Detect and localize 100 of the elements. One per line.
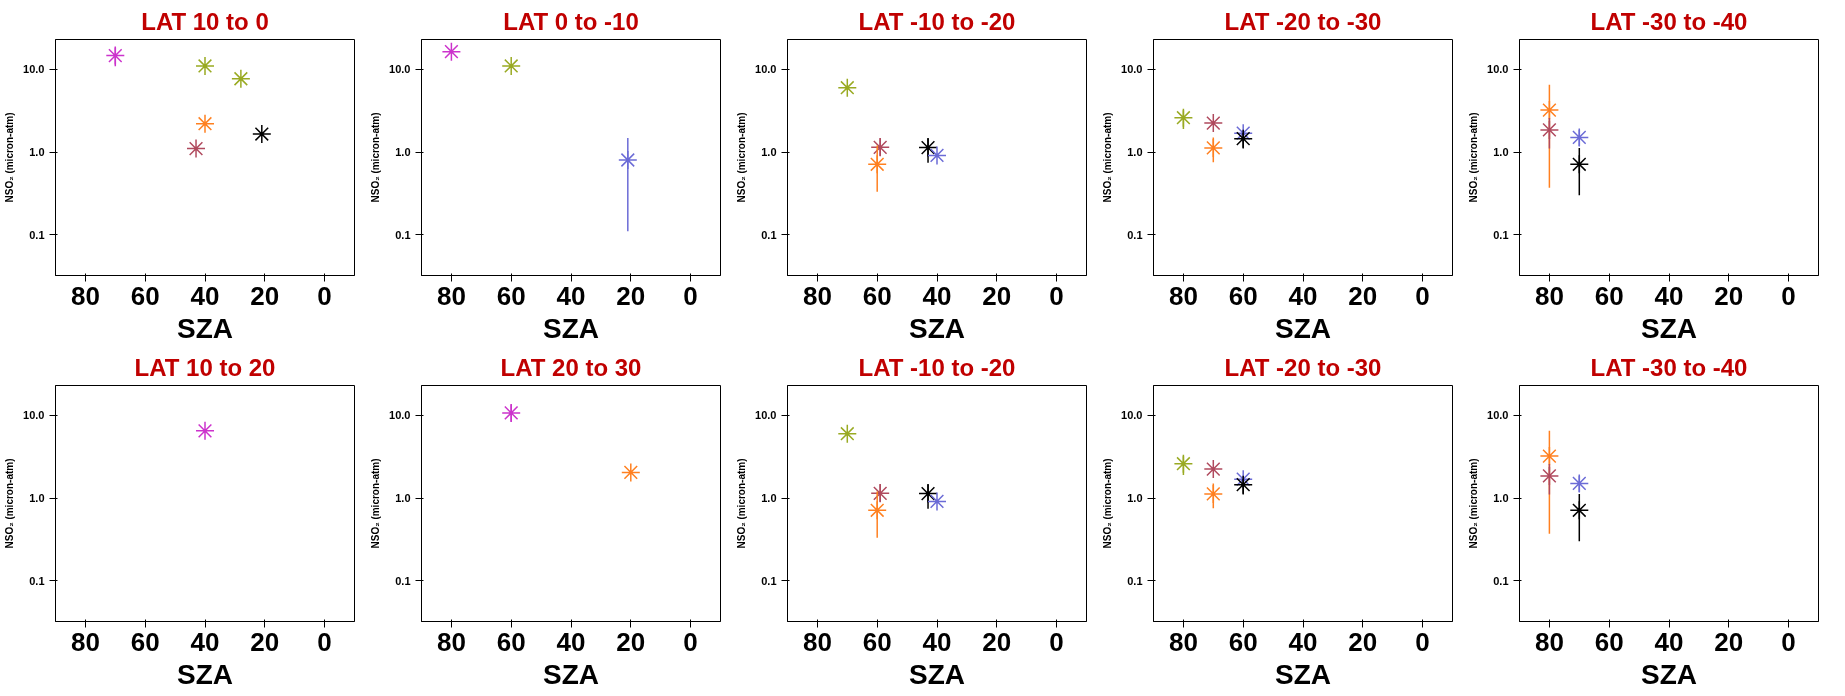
y-tick-label: 1.0	[761, 146, 777, 158]
y-tick-label: 1.0	[1127, 146, 1143, 158]
x-axis-title: SZA	[909, 658, 965, 690]
x-tick-label: 40	[556, 626, 586, 657]
y-axis-title: NSO₂ (micron-atm)	[4, 112, 16, 203]
x-tick-label: 60	[1594, 626, 1624, 657]
x-axis-title: SZA	[543, 658, 599, 690]
y-tick-label: 0.1	[395, 228, 411, 241]
y-tick-label: 0.1	[1493, 228, 1509, 241]
y-tick-label: 10.0	[755, 409, 777, 422]
x-tick-label: 80	[1534, 280, 1564, 311]
y-axis-title: NSO₂ (micron-atm)	[1102, 112, 1114, 203]
x-axis-title: SZA	[1275, 658, 1331, 690]
x-tick-label: 40	[1654, 626, 1684, 657]
y-tick-label: 0.1	[761, 574, 777, 587]
x-tick-label: 60	[496, 626, 526, 657]
y-tick-label: 10.0	[389, 409, 411, 422]
x-tick-label: 0	[317, 626, 332, 657]
y-axis-title: NSO₂ (micron-atm)	[736, 458, 748, 549]
y-tick-label: 0.1	[395, 574, 411, 587]
x-tick-label: 20	[616, 626, 646, 657]
y-tick-label: 10.0	[1487, 63, 1509, 76]
x-tick-label: 20	[982, 280, 1012, 311]
y-axis-title: NSO₂ (micron-atm)	[370, 112, 382, 203]
x-tick-label: 20	[1714, 626, 1744, 657]
y-tick-label: 10.0	[389, 63, 411, 76]
y-tick-label: 10.0	[1487, 409, 1509, 422]
y-axis-title: NSO₂ (micron-atm)	[736, 112, 748, 203]
x-tick-label: 40	[1288, 280, 1318, 311]
y-tick-label: 10.0	[23, 63, 45, 76]
x-tick-label: 40	[190, 280, 220, 311]
chart-title: LAT -30 to -40	[1590, 353, 1748, 381]
x-tick-label: 40	[1288, 626, 1318, 657]
x-axis-title: SZA	[177, 312, 233, 344]
x-axis-title: SZA	[1641, 658, 1697, 690]
x-tick-label: 0	[1415, 280, 1430, 311]
y-tick-label: 10.0	[1121, 409, 1143, 422]
y-tick-label: 10.0	[23, 409, 45, 422]
y-axis-title: NSO₂ (micron-atm)	[1468, 112, 1480, 203]
x-tick-label: 0	[1781, 280, 1796, 311]
y-axis-title: NSO₂ (micron-atm)	[1102, 458, 1114, 549]
x-tick-label: 40	[556, 280, 586, 311]
x-tick-label: 60	[862, 280, 892, 311]
y-tick-label: 0.1	[29, 228, 45, 241]
chart-title: LAT 20 to 30	[500, 353, 642, 381]
x-axis-title: SZA	[177, 658, 233, 690]
x-tick-label: 20	[1714, 280, 1744, 311]
x-tick-label: 60	[862, 626, 892, 657]
x-tick-label: 40	[922, 280, 952, 311]
x-tick-label: 0	[683, 626, 698, 657]
y-tick-label: 1.0	[395, 492, 411, 504]
x-tick-label: 80	[1168, 280, 1198, 311]
y-tick-label: 0.1	[1493, 574, 1509, 587]
y-tick-label: 1.0	[761, 492, 777, 504]
x-tick-label: 60	[130, 626, 160, 657]
x-axis-title: SZA	[909, 312, 965, 344]
chart-title: LAT 0 to -10	[503, 7, 639, 35]
x-tick-label: 40	[190, 626, 220, 657]
chart-title: LAT -20 to -30	[1224, 353, 1382, 381]
y-axis-title: NSO₂ (micron-atm)	[4, 458, 16, 549]
chart-title: LAT -10 to -20	[858, 7, 1016, 35]
x-tick-label: 0	[1049, 280, 1064, 311]
y-tick-label: 10.0	[1121, 63, 1143, 76]
x-tick-label: 40	[922, 626, 952, 657]
x-tick-label: 60	[1228, 626, 1258, 657]
y-tick-label: 0.1	[1127, 574, 1143, 587]
x-tick-label: 80	[436, 626, 466, 657]
x-tick-label: 0	[683, 280, 698, 311]
x-tick-label: 20	[616, 280, 646, 311]
x-axis-title: SZA	[543, 312, 599, 344]
x-tick-label: 60	[1228, 280, 1258, 311]
x-tick-label: 20	[1348, 280, 1378, 311]
chart-title: LAT -10 to -20	[858, 353, 1016, 381]
y-tick-label: 10.0	[755, 63, 777, 76]
x-tick-label: 0	[317, 280, 332, 311]
x-tick-label: 40	[1654, 280, 1684, 311]
y-tick-label: 1.0	[1493, 492, 1509, 504]
y-axis-title: NSO₂ (micron-atm)	[1468, 458, 1480, 549]
x-axis-title: SZA	[1275, 312, 1331, 344]
x-tick-label: 80	[70, 280, 100, 311]
x-tick-label: 20	[250, 280, 280, 311]
x-tick-label: 80	[802, 280, 832, 311]
y-tick-label: 1.0	[1493, 146, 1509, 158]
x-tick-label: 20	[1348, 626, 1378, 657]
chart-title: LAT 10 to 0	[141, 7, 269, 35]
y-tick-label: 0.1	[29, 574, 45, 587]
y-axis-title: NSO₂ (micron-atm)	[370, 458, 382, 549]
x-tick-label: 0	[1781, 626, 1796, 657]
chart-title: LAT -30 to -40	[1590, 7, 1748, 35]
y-tick-label: 0.1	[1127, 228, 1143, 241]
chart-title: LAT 10 to 20	[134, 353, 276, 381]
x-tick-label: 60	[130, 280, 160, 311]
x-tick-label: 80	[1168, 626, 1198, 657]
x-tick-label: 60	[496, 280, 526, 311]
x-tick-label: 0	[1415, 626, 1430, 657]
x-tick-label: 20	[982, 626, 1012, 657]
y-tick-label: 1.0	[29, 492, 45, 504]
x-axis-title: SZA	[1641, 312, 1697, 344]
y-tick-label: 1.0	[1127, 492, 1143, 504]
x-tick-label: 80	[802, 626, 832, 657]
